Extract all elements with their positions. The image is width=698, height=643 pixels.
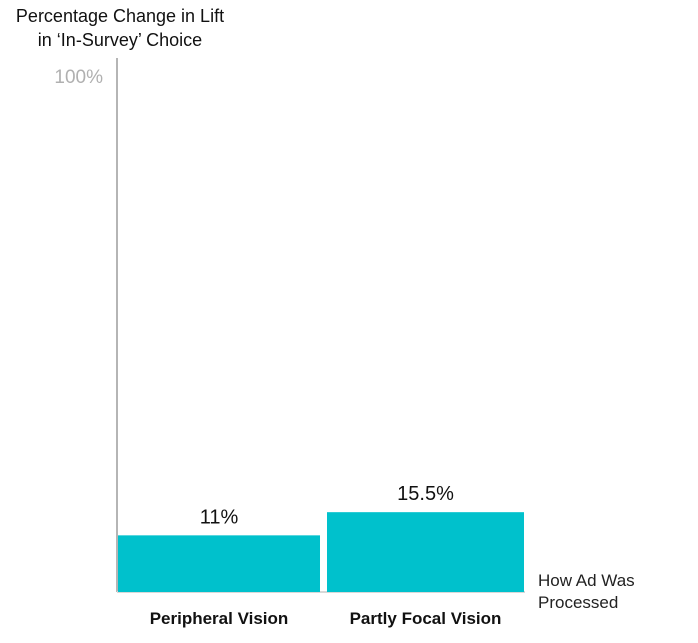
data-label-2: 15.5% xyxy=(397,483,454,505)
x-tick-label-2: Partly Focal Vision xyxy=(350,609,502,628)
x-tick-label-1: Peripheral Vision xyxy=(150,609,289,628)
x-axis-title: How Ad Was Processed xyxy=(538,570,635,614)
x-axis-title-line-1: How Ad Was xyxy=(538,571,635,590)
y-axis-title-line-1: Percentage Change in Lift xyxy=(15,6,225,26)
bar-2 xyxy=(327,512,524,592)
y-axis-title-line-2: in ‘In-Survey’ Choice xyxy=(37,30,203,50)
data-label-1: 11% xyxy=(200,506,239,528)
y-axis-title: Percentage Change in Lift in ‘In-Survey’… xyxy=(0,4,240,52)
bar-1 xyxy=(118,535,320,592)
x-axis-title-line-2: Processed xyxy=(538,593,619,612)
y-tick-label: 100% xyxy=(54,67,103,88)
